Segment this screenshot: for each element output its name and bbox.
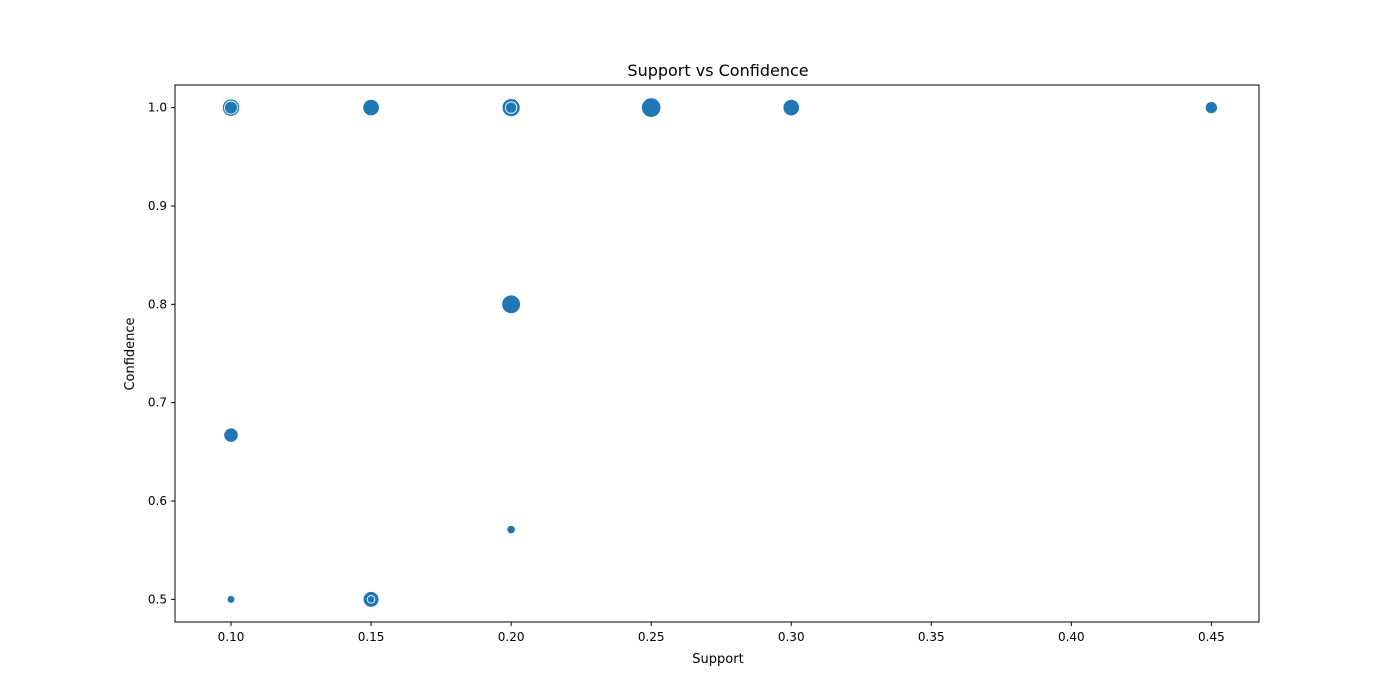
scatter-point [226,595,236,604]
plot-frame [174,84,1260,623]
y-tick-label: 0.9 [148,199,167,213]
scatter-point [224,100,238,115]
scatter-point [501,294,521,315]
x-tick-label: 0.20 [498,630,525,644]
x-axis-label: Support [692,652,743,667]
scatter-point [1204,101,1218,115]
y-tick-label: 0.5 [148,592,167,606]
scatter-point [362,98,380,117]
scatter-point [366,595,376,604]
y-tick-label: 0.6 [148,494,167,508]
scatter-point [504,101,518,114]
y-axis-label: Confidence [123,317,138,390]
x-tick-label: 0.45 [1198,630,1225,644]
y-tick-label: 0.8 [148,297,167,311]
plot-area [175,85,1259,622]
x-tick-label: 0.35 [918,630,945,644]
scatter-point [782,98,800,117]
x-tick-label: 0.30 [778,630,805,644]
y-tick-label: 1.0 [148,101,167,115]
scatter-point [640,97,662,118]
x-tick-label: 0.15 [358,630,385,644]
chart-title: Support vs Confidence [627,61,808,80]
scatter-point [506,524,516,535]
x-tick-label: 0.25 [638,630,665,644]
y-tick-label: 0.7 [148,396,167,410]
scatter-point [223,427,239,443]
x-tick-label: 0.10 [218,630,245,644]
x-tick-label: 0.40 [1058,630,1085,644]
